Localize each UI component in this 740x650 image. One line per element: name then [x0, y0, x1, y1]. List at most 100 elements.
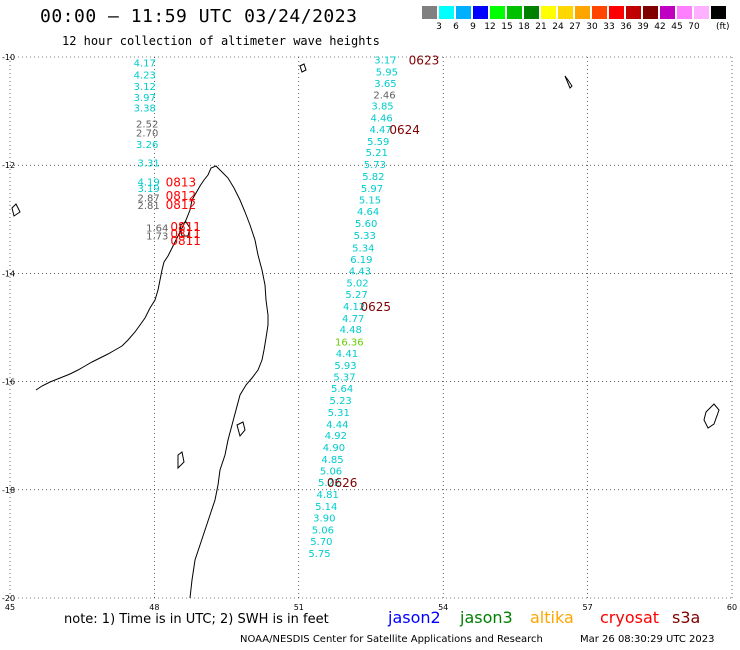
- map-title: 00:00 – 11:59 UTC 03/24/2023: [40, 6, 358, 27]
- swh-value: 5.02: [346, 279, 368, 290]
- colorbar-swatch: [524, 6, 539, 19]
- swh-value: 16.36: [335, 338, 364, 349]
- swh-value: 5.31: [328, 408, 350, 419]
- coastline: [11, 63, 720, 599]
- axis-tick-labels: 45 48 51 54 57 60 -10 -12 -14 -16 -18 -20: [2, 53, 737, 612]
- lon-tick-label: 45: [5, 603, 15, 612]
- lat-tick-label: -16: [2, 378, 15, 387]
- swh-value: 3.38: [134, 103, 156, 114]
- colorbar-swatch: [643, 6, 658, 19]
- swh-value: 4.90: [323, 443, 345, 454]
- swh-value: 3.12: [134, 82, 156, 93]
- swh-value: 5.23: [330, 396, 352, 407]
- lon-tick-label: 51: [294, 603, 304, 612]
- colorbar-swatch: [592, 6, 607, 19]
- colorbar-swatch: [711, 6, 726, 19]
- colorbar-label: 70: [688, 22, 700, 32]
- colorbar-label: 27: [569, 22, 581, 32]
- swh-value: 3.26: [136, 140, 158, 151]
- swh-observations: 4.174.233.123.973.38 2.522.703.26 3.31 4.19…: [134, 56, 398, 560]
- swh-value: 3.31: [137, 158, 159, 169]
- pass-time-label: 0812: [166, 189, 197, 203]
- swh-value: 4.92: [325, 431, 347, 442]
- swh-value: 5.95: [376, 68, 398, 79]
- colorbar-label: 33: [603, 22, 615, 32]
- swh-value: 5.93: [334, 361, 356, 372]
- pass-time-label: 0811: [170, 234, 201, 248]
- swh-value: 4.41: [336, 349, 358, 360]
- swh-value: 5.21: [366, 148, 388, 159]
- colorbar-swatch: [677, 6, 692, 19]
- colorbar-swatch: [422, 6, 437, 19]
- colorbar-label: 3: [436, 22, 442, 32]
- colorbar-swatch: [575, 6, 590, 19]
- legend-cryosat: cryosat: [600, 608, 660, 627]
- pass-time-label: 0811: [170, 227, 201, 241]
- lon-tick-label: 48: [149, 603, 159, 612]
- swh-value: 4.64: [357, 207, 379, 218]
- swh-value: 3.17: [374, 56, 396, 67]
- swh-value: 6.19: [350, 255, 372, 266]
- lat-tick-label: -10: [2, 53, 15, 62]
- colorbar-label: 9: [470, 22, 476, 32]
- swh-value: 4.81: [317, 490, 339, 501]
- swh-value: 3.90: [313, 513, 335, 524]
- colorbar-label: 15: [501, 22, 513, 32]
- colorbar-swatch: [507, 6, 522, 19]
- pass-time-label: 0811: [170, 220, 201, 234]
- lat-tick-label: -12: [2, 161, 15, 170]
- lon-tick-label: 57: [583, 603, 593, 612]
- lon-tick-label: 60: [727, 603, 737, 612]
- swh-value: 5.70: [310, 537, 332, 548]
- pass-time-label: 0625: [361, 300, 392, 314]
- colorbar-unit: (ft): [716, 22, 730, 32]
- colorbar-label: 12: [484, 22, 496, 32]
- colorbar-swatch: [473, 6, 488, 19]
- colorbar-label: 36: [620, 22, 632, 32]
- agalega-island: [564, 75, 573, 89]
- colorbar-swatch: [626, 6, 641, 19]
- credit-line: NOAA/NESDIS Center for Satellite Applica…: [240, 634, 543, 645]
- colorbar-label: 39: [637, 22, 649, 32]
- colorbar-swatch: [694, 6, 709, 19]
- colorbar-swatch: [490, 6, 505, 19]
- swh-value: 4.85: [321, 455, 343, 466]
- swh-value: 5.14: [315, 502, 337, 513]
- swh-value: 5.73: [364, 160, 386, 171]
- legend-s3a: s3a: [672, 608, 701, 627]
- nosy-be-island: [179, 221, 191, 237]
- swh-value: 4.17: [134, 58, 156, 69]
- swh-value: 5.64: [331, 384, 353, 395]
- swh-value: 5.75: [308, 549, 330, 560]
- swh-value: 2.81: [137, 201, 159, 212]
- small-island-2: [177, 451, 185, 470]
- colorbar-label: 42: [654, 22, 666, 32]
- swh-value: 3.65: [374, 79, 396, 90]
- colorbar-swatch: [439, 6, 454, 19]
- pass-time-label: 0623: [409, 54, 440, 68]
- colorbar-label: 6: [453, 22, 459, 32]
- colorbar-label: 24: [552, 22, 564, 32]
- legend-jason3: jason3: [460, 608, 513, 627]
- map-subtitle: 12 hour collection of altimeter wave hei…: [62, 34, 380, 48]
- lat-tick-label: -18: [2, 486, 15, 495]
- colorbar-label: 21: [535, 22, 547, 32]
- pass-time-label: 0626: [327, 476, 358, 490]
- swh-value: 5.97: [361, 184, 383, 195]
- colorbar-swatch: [558, 6, 573, 19]
- comoros-island: [11, 203, 21, 217]
- lat-tick-label: -20: [2, 594, 15, 603]
- swh-value: 3.85: [371, 102, 393, 113]
- swh-value: 2.70: [136, 129, 158, 140]
- pass-time-label: 0812: [166, 198, 197, 212]
- swh-value: 5.15: [359, 195, 381, 206]
- colorbar-label: 30: [586, 22, 598, 32]
- swh-value: 4.43: [349, 267, 371, 278]
- madagascar-coastline: [35, 165, 269, 599]
- reunion-island: [703, 403, 720, 429]
- swh-value: 3.97: [134, 93, 156, 104]
- swh-value: 5.59: [367, 137, 389, 148]
- legend-jason2: jason2: [388, 608, 441, 627]
